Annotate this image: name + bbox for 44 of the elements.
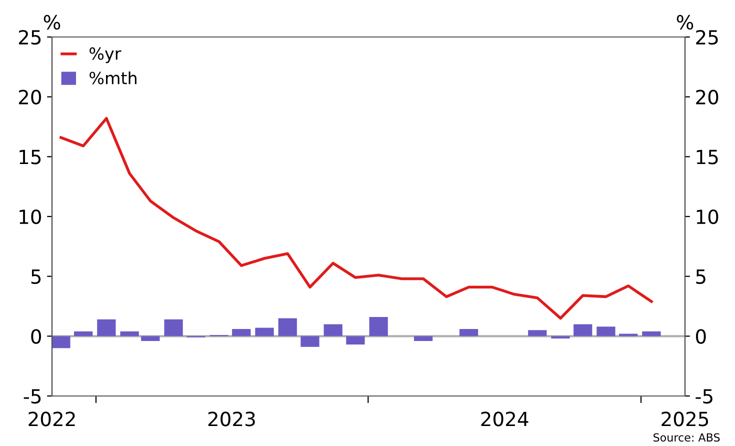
line-series bbox=[60, 116, 653, 320]
bar bbox=[551, 336, 570, 339]
y2-tick-label: 20 bbox=[696, 90, 718, 104]
bar bbox=[574, 324, 592, 336]
bar bbox=[255, 328, 274, 336]
y-tick-label: 10 bbox=[20, 209, 41, 224]
y2-tick-label: 5 bbox=[696, 270, 706, 284]
bar bbox=[52, 336, 70, 348]
y2-tick-label: 25 bbox=[696, 30, 718, 45]
x-tick-label: 2023 bbox=[208, 412, 255, 426]
x-tick-label: 2025 bbox=[662, 412, 708, 426]
bar bbox=[141, 336, 160, 341]
bar bbox=[324, 324, 342, 336]
y2-tick-label: -5 bbox=[696, 389, 712, 404]
y2-tick-label: 10 bbox=[696, 209, 718, 224]
y-tick-label: 20 bbox=[18, 90, 41, 104]
bar bbox=[414, 336, 433, 341]
y-tick-label: 0 bbox=[31, 329, 41, 344]
bar bbox=[596, 326, 616, 336]
y-tick-label: 5 bbox=[31, 270, 41, 284]
y-tick-label: -5 bbox=[24, 389, 41, 404]
bar bbox=[278, 318, 297, 336]
x-tick-label: 2022 bbox=[28, 412, 75, 426]
bar bbox=[459, 328, 478, 336]
bar bbox=[74, 331, 93, 336]
y-tick-label: 25 bbox=[18, 30, 41, 45]
bar bbox=[528, 330, 547, 336]
legend-label: %mth bbox=[90, 71, 136, 84]
source-note: Source: ABS bbox=[654, 433, 720, 442]
x-tick-label: 2024 bbox=[481, 412, 528, 426]
bar bbox=[642, 331, 661, 336]
bar bbox=[232, 328, 251, 336]
bar bbox=[346, 336, 365, 345]
y-axis-title: % bbox=[44, 14, 60, 30]
bar bbox=[300, 336, 320, 347]
legend-label: %yr bbox=[90, 47, 122, 64]
bar bbox=[120, 331, 139, 336]
bar bbox=[164, 319, 183, 336]
bar bbox=[97, 319, 116, 336]
y2-tick-label: 0 bbox=[696, 329, 706, 344]
y2-tick-label: 15 bbox=[696, 150, 718, 164]
bar bbox=[369, 317, 388, 336]
y-tick-label: 15 bbox=[20, 150, 41, 164]
y2-axis-title: % bbox=[676, 14, 694, 30]
